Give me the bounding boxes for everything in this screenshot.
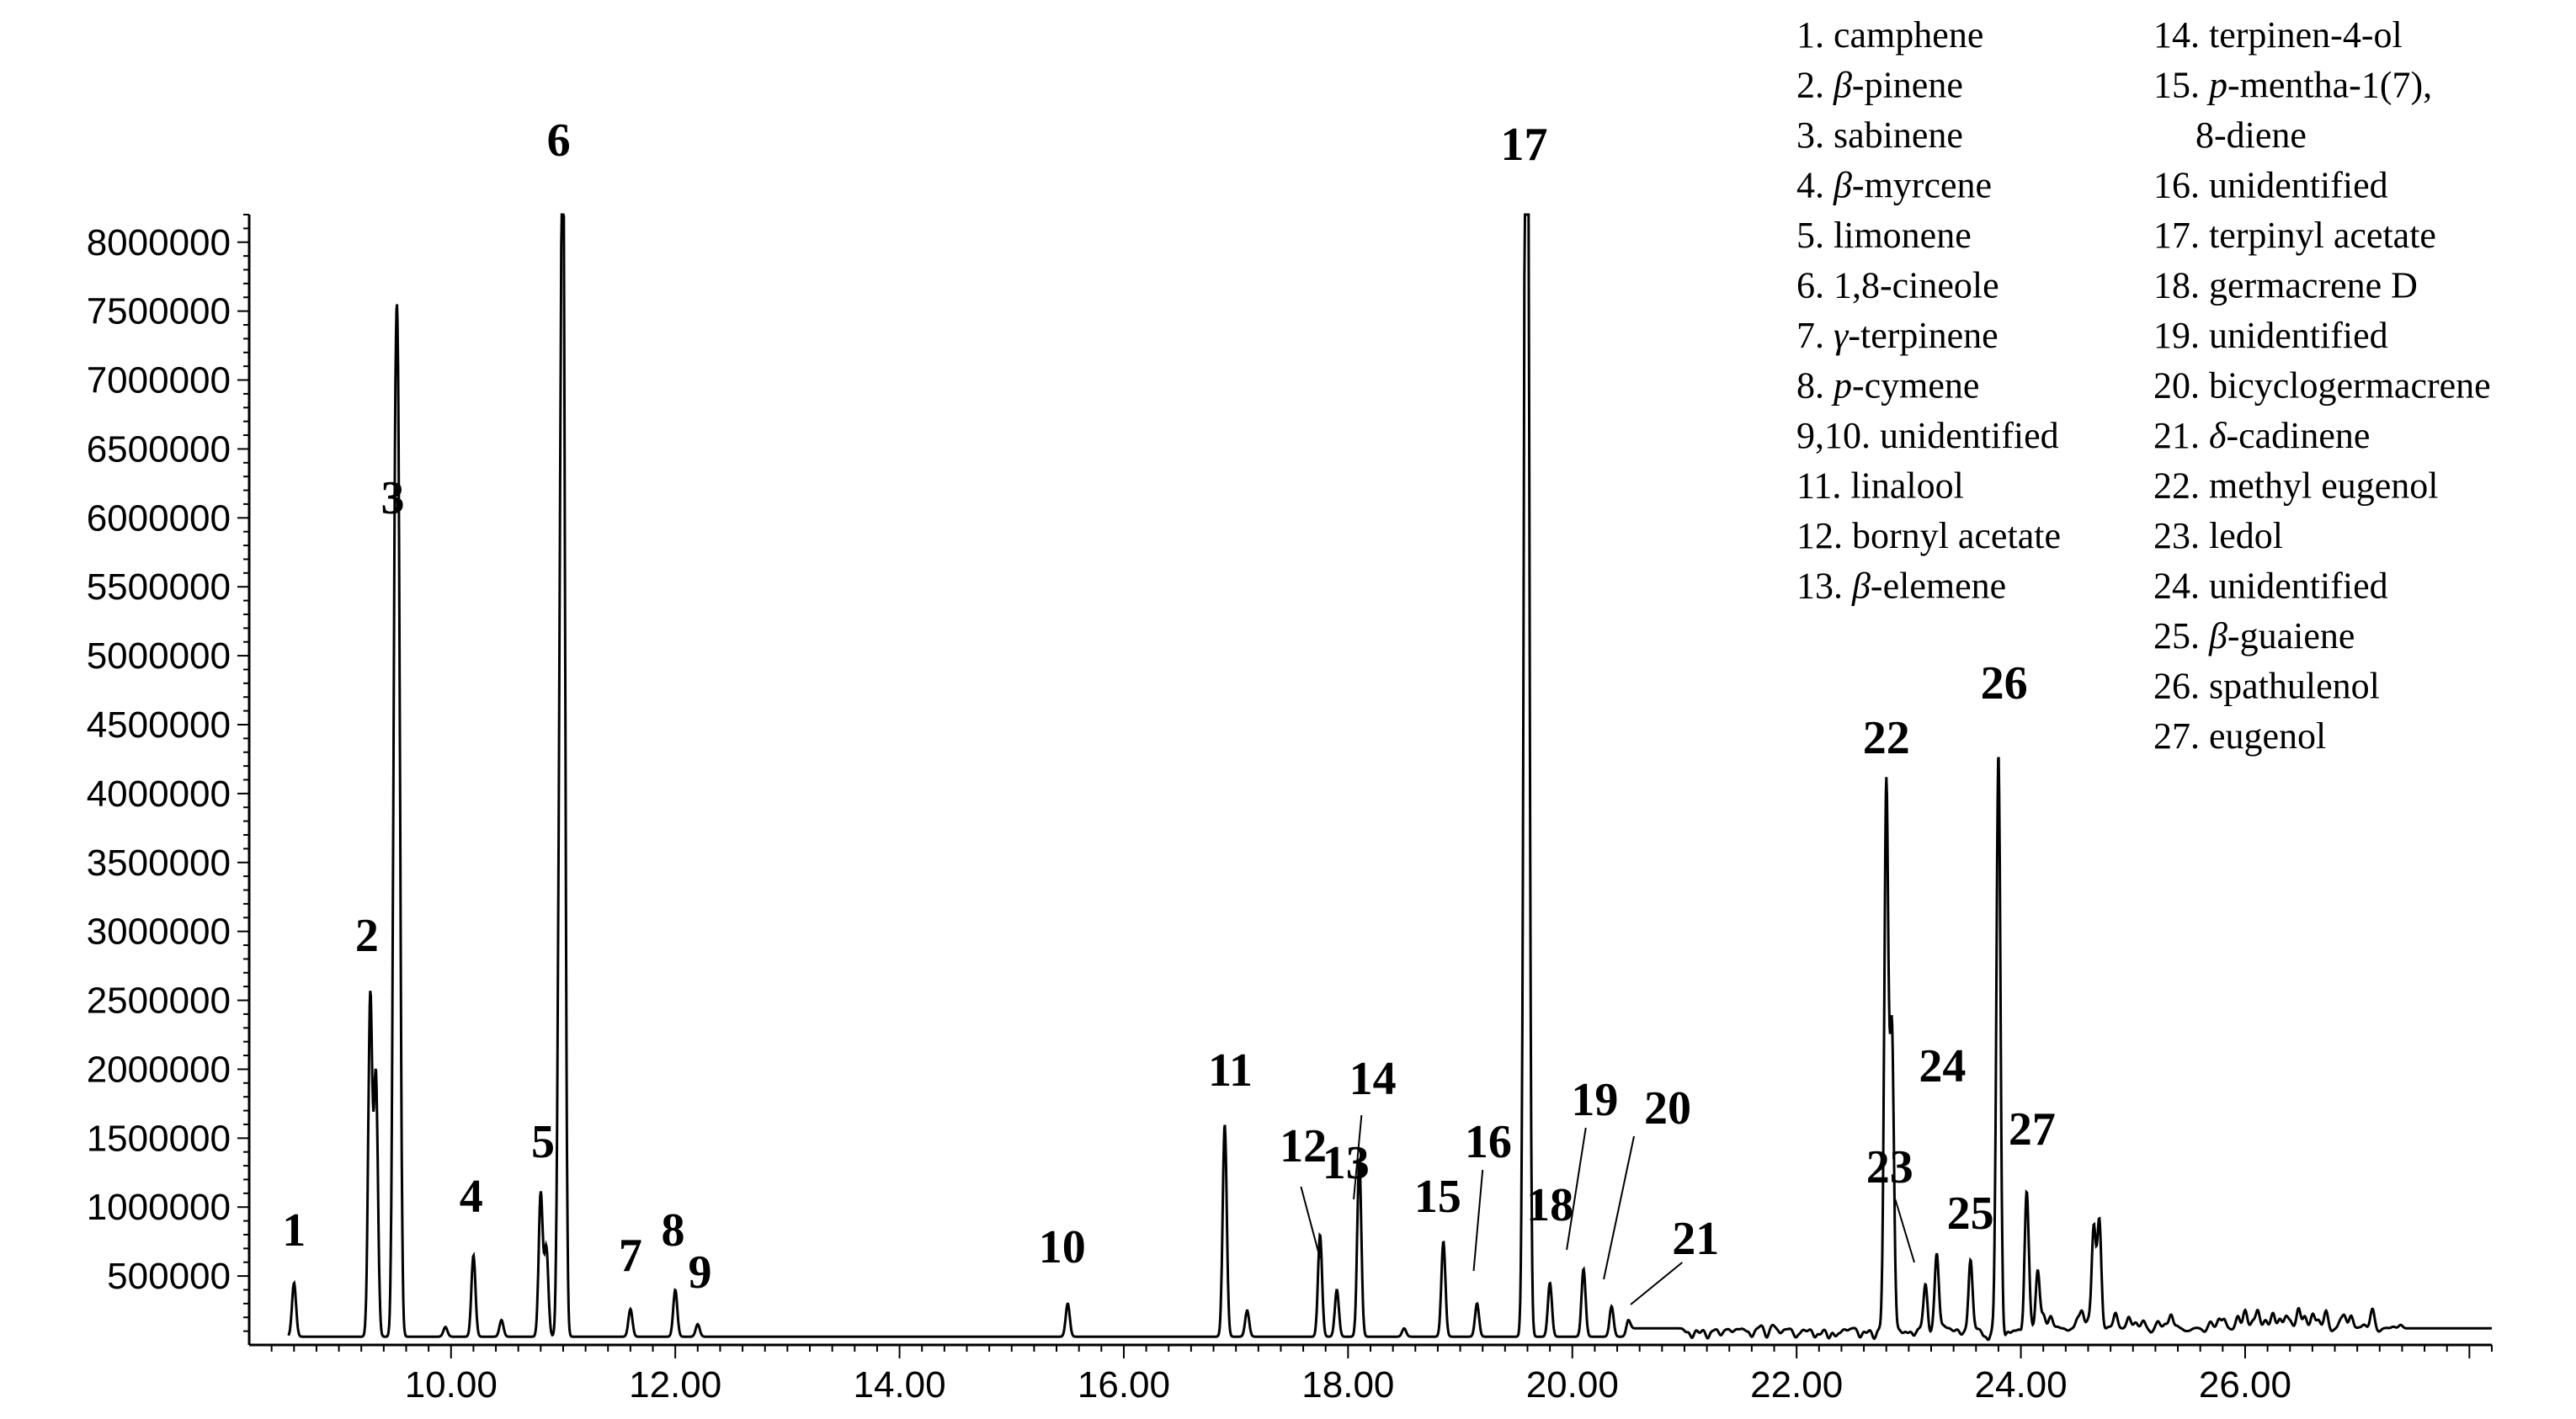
y-tick-label: 500000	[107, 1256, 231, 1297]
legend-entry: 24. unidentified	[2153, 566, 2388, 607]
legend-entry: 19. unidentified	[2153, 315, 2388, 356]
y-tick-label: 7500000	[87, 291, 231, 332]
legend-entry: 5. limonene	[1796, 215, 1972, 256]
leader-line	[1566, 1127, 1587, 1251]
peak-label-23: 23	[1866, 1141, 1913, 1193]
legend-entry: 14. terpinen-4-ol	[2153, 14, 2403, 56]
chromatogram-trace	[287, 213, 2492, 1342]
peak-label-17: 17	[1500, 119, 1547, 171]
peak-label-21: 21	[1672, 1213, 1719, 1265]
axes	[237, 214, 2493, 1358]
peak-label-19: 19	[1571, 1074, 1618, 1126]
y-tick-label: 4500000	[87, 704, 231, 746]
x-tick-label: 22.00	[1750, 1364, 1843, 1406]
y-tick-label: 5000000	[87, 635, 231, 677]
legend-entry: 8. p-cymene	[1796, 365, 1979, 407]
x-tick-label: 10.00	[405, 1364, 498, 1406]
legend-entry: 13. β-elemene	[1796, 566, 2006, 607]
y-axis-ticks: 500000 1000000 1500000 2000000 2500000 300000…	[87, 222, 231, 1297]
peak-label-12: 12	[1280, 1120, 1327, 1172]
legend-entry: 16. unidentified	[2153, 165, 2388, 206]
peak-label-9: 9	[688, 1246, 711, 1299]
peak-label-10: 10	[1039, 1221, 1086, 1273]
peak-label-27: 27	[2009, 1103, 2056, 1156]
legend-entry: 6. 1,8-cineole	[1796, 265, 1999, 306]
legend-entry: 17. terpinyl acetate	[2153, 215, 2436, 256]
peak-label-1: 1	[282, 1204, 306, 1257]
peak-label-18: 18	[1526, 1179, 1573, 1231]
peak-label-2: 2	[355, 910, 379, 962]
x-tick-label: 16.00	[1078, 1364, 1170, 1406]
x-axis-ticks: 10.00 12.00 14.00 16.00 18.00 20.00 22.00 24.00…	[405, 1364, 2291, 1406]
legend-entry: 1. camphene	[1796, 14, 1983, 56]
legend-entry: 4. β-myrcene	[1796, 165, 1992, 206]
legend-entry: 21. δ-cadinene	[2153, 415, 2370, 456]
peak-label-8: 8	[661, 1204, 684, 1257]
peak-label-11: 11	[1208, 1044, 1253, 1097]
leader-line	[1472, 1169, 1484, 1272]
legend-entry: 2. β-pinene	[1796, 65, 1963, 106]
y-tick-label: 6000000	[87, 497, 231, 539]
x-tick-label: 20.00	[1526, 1364, 1619, 1406]
peak-label-4: 4	[460, 1171, 483, 1223]
leader-line	[1894, 1198, 1915, 1263]
y-tick-label: 3500000	[87, 842, 231, 884]
peak-label-24: 24	[1919, 1040, 1966, 1092]
x-tick-label: 18.00	[1301, 1364, 1394, 1406]
peak-label-14: 14	[1349, 1053, 1397, 1105]
peak-leader-lines	[1300, 1114, 1915, 1305]
legend-entry: 26. spathulenol	[2153, 666, 2380, 707]
y-tick-label: 8000000	[87, 222, 231, 263]
y-tick-label: 1500000	[87, 1118, 231, 1159]
legend-entry: 18. germacrene D	[2153, 265, 2418, 306]
legend-entry: 11. linalool	[1796, 465, 1964, 507]
legend-entry: 7. γ-terpinene	[1796, 315, 1999, 356]
x-tick-label: 24.00	[1975, 1364, 2068, 1406]
peak-label-7: 7	[619, 1230, 642, 1282]
peak-label-26: 26	[1981, 657, 2028, 710]
compound-legend: 1. camphene 2. β-pinene 3. sabinene 4. β-my…	[1796, 14, 2491, 757]
leader-line	[1300, 1186, 1322, 1259]
legend-entry: 20. bicyclogermacrene	[2153, 365, 2491, 407]
legend-entry: 8-diene	[2195, 114, 2307, 156]
leader-line	[1630, 1262, 1683, 1305]
x-tick-label: 14.00	[854, 1364, 946, 1406]
leader-line	[1353, 1114, 1363, 1200]
legend-entry: 27. eugenol	[2153, 715, 2326, 757]
peak-label-16: 16	[1465, 1116, 1512, 1168]
y-tick-label: 2500000	[87, 981, 231, 1022]
y-tick-label: 4000000	[87, 773, 231, 815]
peak-label-22: 22	[1863, 712, 1910, 764]
peak-label-15: 15	[1414, 1171, 1461, 1223]
legend-entry: 23. ledol	[2153, 515, 2283, 556]
legend-entry: 22. methyl eugenol	[2153, 465, 2439, 507]
peak-label-25: 25	[1947, 1188, 1994, 1240]
legend-entry: 9,10. unidentified	[1796, 415, 2059, 456]
x-tick-label: 12.00	[629, 1364, 721, 1406]
peak-label-5: 5	[531, 1116, 555, 1168]
peak-label-20: 20	[1644, 1082, 1691, 1135]
y-tick-label: 1000000	[87, 1187, 231, 1228]
legend-entry: 3. sabinene	[1796, 114, 1963, 156]
y-tick-label: 7000000	[87, 360, 231, 401]
y-tick-label: 2000000	[87, 1049, 231, 1090]
legend-entry: 12. bornyl acetate	[1796, 515, 2061, 556]
y-tick-label: 6500000	[87, 428, 231, 470]
y-tick-label: 5500000	[87, 566, 231, 608]
leader-line	[1603, 1135, 1635, 1280]
y-tick-label: 3000000	[87, 911, 231, 953]
peak-label-6: 6	[547, 114, 571, 167]
peak-label-13: 13	[1323, 1137, 1370, 1189]
legend-entry: 25. β-guaiene	[2153, 615, 2355, 656]
legend-entry: 15. p-mentha-1(7),	[2153, 65, 2432, 106]
x-tick-label: 26.00	[2199, 1364, 2291, 1406]
peak-label-3: 3	[381, 472, 404, 524]
